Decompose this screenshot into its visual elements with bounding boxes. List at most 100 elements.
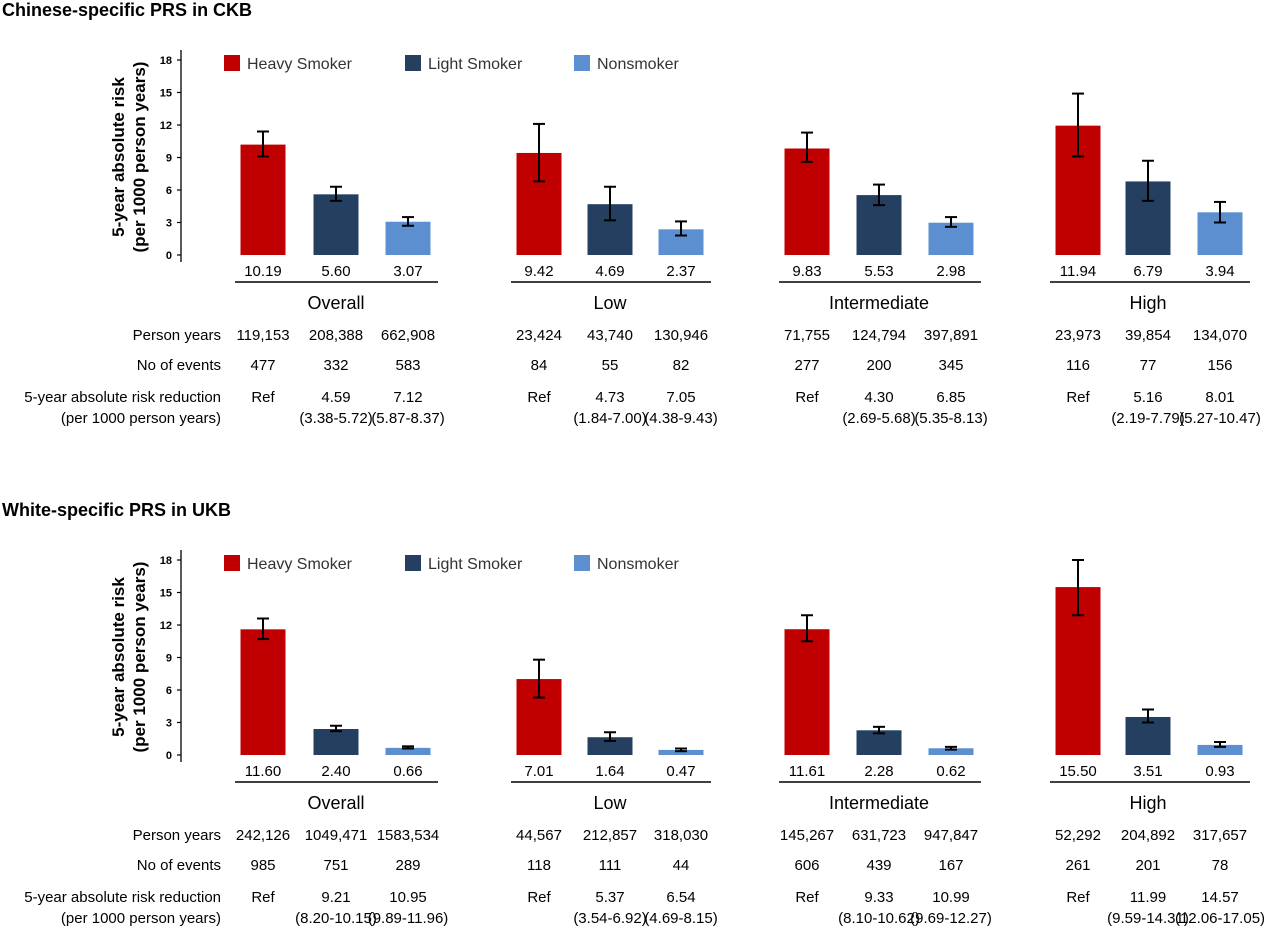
bar-value-label: 1.64 — [595, 763, 624, 780]
table-cell: 4.73 — [595, 389, 625, 406]
table-cell: 289 — [395, 857, 421, 874]
table-cell: Ref — [527, 389, 551, 406]
bar-value-label: 2.40 — [321, 763, 350, 780]
bar-value-label: 3.51 — [1133, 763, 1162, 780]
table-cell: 4.30 — [864, 389, 894, 406]
bar-value-label: 0.93 — [1205, 763, 1234, 780]
y-tick-label: 3 — [166, 218, 172, 230]
bar-value-label: 0.47 — [666, 763, 695, 780]
table-cell: 118 — [527, 857, 551, 874]
bar-value-label: 11.60 — [245, 763, 281, 780]
table-cell: 6.54 — [666, 889, 696, 906]
bar-value-label: 3.07 — [393, 263, 422, 280]
y-tick-label: 6 — [166, 685, 172, 697]
legend-swatch — [574, 55, 590, 71]
table-cell: Ref — [1066, 389, 1090, 406]
table-cell: 477 — [250, 357, 276, 374]
chart-ckb: 5-year absolute risk (per 1000 person yea… — [109, 50, 1250, 313]
bar — [928, 222, 974, 255]
group-label: High — [1129, 793, 1166, 813]
table-cell: 44,567 — [516, 827, 562, 844]
y-tick-label: 0 — [166, 750, 172, 762]
table-cell-ci: (9.69-12.27) — [910, 910, 992, 927]
y-tick-label: 15 — [160, 588, 172, 600]
table-cell: 4.59 — [321, 389, 351, 406]
bar-value-label: 4.69 — [595, 263, 624, 280]
table-cell: 5.37 — [595, 889, 625, 906]
group-label: Low — [593, 793, 627, 813]
y-tick-label: 9 — [166, 153, 172, 165]
table-cell-ci: (8.10-10.62) — [838, 910, 920, 927]
bar — [1197, 744, 1243, 755]
y-axis-label-line2: (per 1000 person years) — [130, 562, 149, 753]
bar-value-label: 6.79 — [1133, 263, 1162, 280]
bar — [784, 148, 830, 255]
table-cell: 44 — [672, 857, 690, 874]
chart-ukb: 5-year absolute risk (per 1000 person yea… — [109, 550, 1250, 813]
legend-swatch — [405, 555, 421, 571]
bar-value-label: 0.66 — [393, 763, 422, 780]
table-cell: 6.85 — [936, 389, 966, 406]
legend-label: Nonsmoker — [597, 56, 679, 73]
table-row-label: (per 1000 person years) — [60, 910, 221, 927]
y-tick-label: 12 — [160, 620, 172, 632]
table-cell: 84 — [530, 357, 548, 374]
table-cell: 947,847 — [923, 827, 979, 844]
bar-value-label: 7.01 — [524, 763, 553, 780]
bar — [928, 748, 974, 755]
table-cell: 116 — [1066, 357, 1090, 374]
legend-label: Heavy Smoker — [247, 56, 353, 73]
table-cell: Ref — [795, 889, 819, 906]
table-cell: 23,424 — [516, 327, 562, 344]
table-cell: 77 — [1139, 357, 1157, 374]
bar-value-label: 9.42 — [524, 263, 553, 280]
table-row-label: 5-year absolute risk reduction — [24, 389, 221, 406]
bar — [658, 749, 704, 755]
bar — [240, 144, 286, 255]
table-cell: 9.33 — [864, 889, 894, 906]
table-cell: 7.05 — [666, 389, 696, 406]
table-cell: 111 — [598, 857, 622, 874]
table-cell: 78 — [1211, 857, 1229, 874]
group-label: High — [1129, 293, 1166, 313]
table-cell: 200 — [866, 357, 892, 374]
table-cell-ci: (3.54-6.92) — [573, 910, 647, 927]
table-cell: 318,030 — [653, 827, 709, 844]
table-row-label: (per 1000 person years) — [60, 410, 221, 427]
table-cell: Ref — [251, 889, 275, 906]
bar-value-label: 2.28 — [864, 763, 893, 780]
table-cell: Ref — [1066, 889, 1090, 906]
table-cell: 55 — [601, 357, 619, 374]
panel-title: White-specific PRS in UKB — [2, 500, 232, 520]
y-tick-label: 9 — [166, 653, 172, 665]
table-cell: 119,153 — [236, 327, 290, 344]
table-cell: 5.16 — [1133, 389, 1163, 406]
table-cell: 397,891 — [923, 327, 979, 344]
y-tick-label: 18 — [160, 555, 172, 567]
y-axis-label-line2: (per 1000 person years) — [130, 62, 149, 253]
legend-label: Nonsmoker — [597, 556, 679, 573]
legend-label: Heavy Smoker — [247, 556, 353, 573]
table-cell-ci: (5.87-8.37) — [371, 410, 445, 427]
group-label: Overall — [307, 793, 364, 813]
y-tick-label: 12 — [160, 120, 172, 132]
table-cell-ci: (12.06-17.05) — [1174, 910, 1266, 927]
y-tick-label: 15 — [160, 88, 172, 100]
y-tick-label: 18 — [160, 55, 172, 67]
table-cell-ci: (2.69-5.68) — [842, 410, 916, 427]
table-cell: 82 — [672, 357, 690, 374]
table-cell: 10.95 — [389, 889, 427, 906]
table-ckb: Person years 119,153 208,388 662,908 23,424 4… — [0, 0, 1280, 460]
table-cell-ci: (3.38-5.72) — [299, 410, 373, 427]
table-cell: 345 — [938, 357, 964, 374]
table-row-label: Person years — [132, 327, 221, 344]
table-cell: 43,740 — [587, 327, 633, 344]
table-cell-ci: (5.35-8.13) — [914, 410, 988, 427]
table-cell-ci: (5.27-10.47) — [1179, 410, 1261, 427]
legend-swatch — [574, 555, 590, 571]
table-cell-ci: (2.19-7.79) — [1111, 410, 1185, 427]
bar-value-label: 2.37 — [666, 263, 695, 280]
panel-ukb: White-specific PRS in UKB 5-year absolut… — [0, 500, 1280, 927]
bar — [784, 629, 830, 755]
legend-label: Light Smoker — [428, 556, 523, 573]
